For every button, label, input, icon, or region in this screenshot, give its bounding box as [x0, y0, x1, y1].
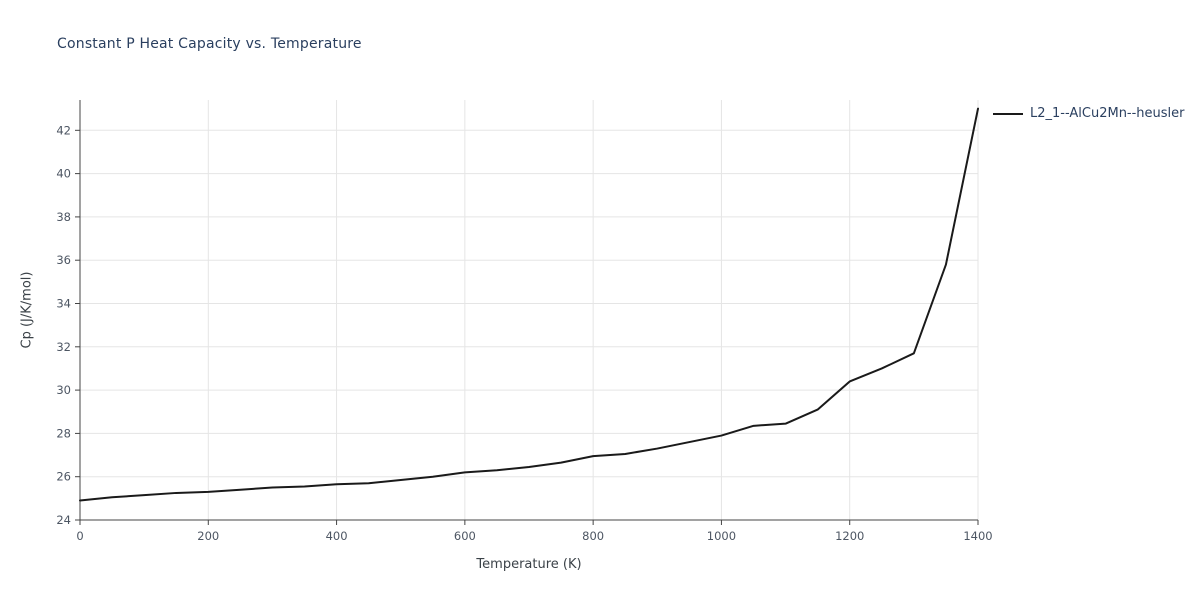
legend: L2_1--AlCu2Mn--heusler: [993, 106, 1185, 121]
x-tick-label: 1400: [963, 529, 992, 543]
x-tick-label: 200: [197, 529, 219, 543]
y-tick-label: 42: [56, 123, 71, 137]
x-tick-label: 0: [76, 529, 83, 543]
y-tick-label: 28: [56, 426, 71, 440]
y-tick-label: 36: [56, 253, 71, 267]
y-tick-label: 32: [56, 340, 71, 354]
y-axis-label: Cp (J/K/mol): [19, 271, 35, 349]
chart-title: Constant P Heat Capacity vs. Temperature: [57, 36, 362, 52]
series-line: [79, 107, 979, 502]
y-tick-label: 24: [56, 513, 71, 527]
x-axis-label: Temperature (K): [476, 557, 582, 572]
x-tick-label: 800: [582, 529, 604, 543]
y-tick-label: 40: [56, 167, 71, 181]
x-tick-label: 400: [326, 529, 348, 543]
legend-series-label: L2_1--AlCu2Mn--heusler: [1030, 106, 1185, 121]
y-tick-label: 26: [56, 470, 71, 484]
x-tick-label: 600: [454, 529, 476, 543]
x-tick-label: 1000: [707, 529, 736, 543]
y-tick-label: 34: [56, 297, 71, 311]
x-tick-label: 1200: [835, 529, 864, 543]
y-tick-label: 38: [56, 210, 71, 224]
legend-line-sample-icon: [993, 112, 1023, 115]
y-tick-label: 30: [56, 383, 71, 397]
